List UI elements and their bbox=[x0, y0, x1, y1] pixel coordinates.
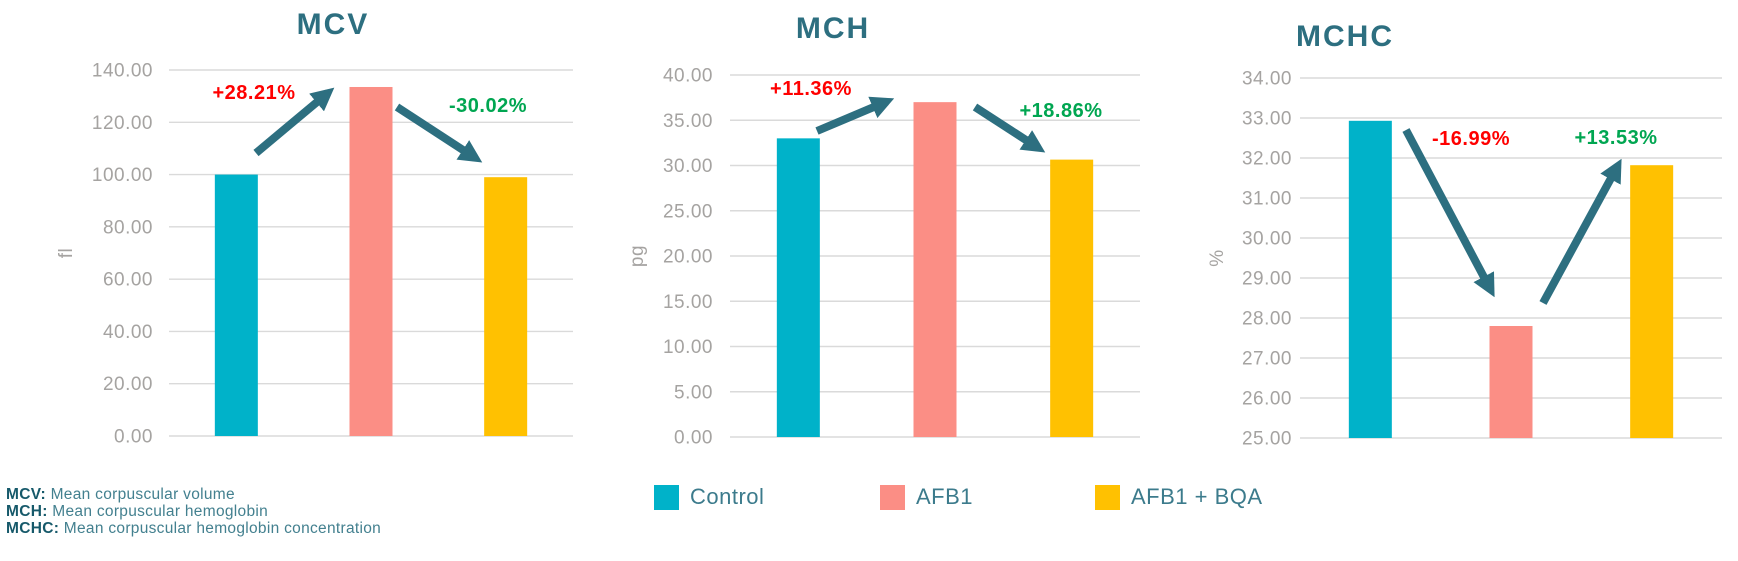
trend-arrow bbox=[972, 103, 1046, 153]
bar-afb1 bbox=[913, 102, 957, 438]
percent-change-label: +13.53% bbox=[1574, 127, 1657, 149]
trend-arrow bbox=[253, 87, 335, 157]
legend-swatch-control bbox=[654, 484, 679, 510]
y-axis-unit-label: pg bbox=[627, 245, 648, 267]
y-axis-tick-label: 100.00 bbox=[92, 165, 153, 186]
legend-swatch-afb1-bqa bbox=[1095, 484, 1120, 510]
y-axis-tick-label: 28.00 bbox=[1242, 309, 1292, 330]
y-axis-tick-label: 140.00 bbox=[92, 61, 153, 82]
footnote-mchc: MCHC: Mean corpuscular hemoglobin concen… bbox=[6, 520, 381, 537]
legend-label-control: Control bbox=[690, 484, 765, 509]
footnote-term-mchc: MCHC: bbox=[6, 520, 60, 537]
bar-afb1-bqa bbox=[484, 177, 528, 436]
y-axis-tick-label: 34.00 bbox=[1242, 69, 1292, 90]
percent-change-label: -30.02% bbox=[449, 95, 527, 117]
y-axis-tick-label: 40.00 bbox=[663, 66, 713, 87]
footnote-def-mch: Mean corpuscular hemoglobin bbox=[52, 503, 269, 520]
bar-afb1 bbox=[1489, 326, 1533, 438]
footnote-term-mch: MCH: bbox=[6, 503, 48, 520]
y-axis-tick-label: 0.00 bbox=[114, 427, 153, 448]
chart-title: MCH bbox=[796, 12, 870, 45]
y-axis-tick-label: 0.00 bbox=[674, 428, 713, 449]
bar-afb1 bbox=[349, 86, 393, 436]
percent-change-label: +28.21% bbox=[212, 82, 295, 104]
chart-title: MCHC bbox=[1296, 20, 1394, 53]
y-axis-tick-label: 120.00 bbox=[92, 113, 153, 134]
y-axis-tick-label: 27.00 bbox=[1242, 349, 1292, 370]
chart-title: MCV bbox=[297, 8, 370, 41]
footnote-def-mcv: Mean corpuscular volume bbox=[50, 486, 235, 503]
y-axis-tick-label: 20.00 bbox=[103, 374, 153, 395]
trend-arrow bbox=[394, 103, 483, 163]
abbreviation-footnotes: MCV: Mean corpuscular volume MCH: Mean c… bbox=[6, 486, 381, 537]
y-axis-tick-label: 29.00 bbox=[1242, 269, 1292, 290]
footnote-mcv: MCV: Mean corpuscular volume bbox=[6, 486, 381, 503]
legend-item-afb1: AFB1 bbox=[880, 484, 973, 510]
y-axis-tick-label: 32.00 bbox=[1242, 149, 1292, 170]
y-axis-tick-label: 15.00 bbox=[663, 292, 713, 313]
footnote-mch: MCH: Mean corpuscular hemoglobin bbox=[6, 503, 381, 520]
footnote-def-mchc: Mean corpuscular hemoglobin concentratio… bbox=[63, 520, 382, 537]
trend-arrow bbox=[1539, 158, 1622, 305]
y-axis-tick-label: 30.00 bbox=[663, 156, 713, 177]
bar-control bbox=[1348, 120, 1392, 439]
y-axis-unit-label: fl bbox=[56, 248, 77, 259]
legend-item-control: Control bbox=[654, 484, 764, 510]
y-axis-tick-label: 60.00 bbox=[103, 270, 153, 291]
chart-mch: MCH 0.00 5.00 10.00 15.00 20.00 25.00 30.00 35.0… bbox=[627, 12, 1140, 449]
y-axis-tick-label: 33.00 bbox=[1242, 109, 1292, 130]
percent-change-label: +18.86% bbox=[1019, 100, 1102, 122]
y-axis-tick-label: 35.00 bbox=[663, 111, 713, 132]
chart-mcv: MCV 0.00 20.00 40.00 60.00 80.00 100.00 120.00 1… bbox=[56, 8, 573, 448]
y-axis-tick-label: 10.00 bbox=[663, 337, 713, 358]
percent-change-label: +11.36% bbox=[770, 78, 852, 100]
y-axis-tick-label: 80.00 bbox=[103, 217, 153, 238]
legend-swatch-afb1 bbox=[880, 484, 905, 510]
legend-item-afb1-bqa: AFB1 + BQA bbox=[1095, 484, 1263, 510]
y-axis-tick-label: 25.00 bbox=[663, 201, 713, 222]
y-axis-tick-label: 26.00 bbox=[1242, 389, 1292, 410]
chart-mchc: MCHC 25.00 26.00 27.00 28.00 29.00 30.00 31.00 3… bbox=[1207, 20, 1722, 450]
percent-change-label: -16.99% bbox=[1432, 128, 1510, 150]
y-axis-tick-label: 31.00 bbox=[1242, 189, 1292, 210]
bar-control bbox=[776, 138, 820, 437]
bar-control bbox=[214, 174, 258, 437]
y-axis-tick-label: 30.00 bbox=[1242, 229, 1292, 250]
bar-afb1-bqa bbox=[1630, 165, 1674, 438]
y-axis-tick-label: 20.00 bbox=[663, 247, 713, 268]
y-axis-tick-label: 5.00 bbox=[674, 382, 713, 403]
legend-label-afb1: AFB1 bbox=[916, 484, 974, 509]
legend-label-afb1-bqa: AFB1 + BQA bbox=[1131, 484, 1263, 509]
y-axis-tick-label: 40.00 bbox=[103, 322, 153, 343]
bar-afb1-bqa bbox=[1050, 159, 1094, 437]
trend-arrow bbox=[1402, 128, 1495, 298]
footnote-term-mcv: MCV: bbox=[6, 486, 46, 503]
y-axis-unit-label: % bbox=[1207, 249, 1228, 266]
y-axis-tick-label: 25.00 bbox=[1242, 429, 1292, 450]
trend-arrow bbox=[815, 96, 895, 135]
